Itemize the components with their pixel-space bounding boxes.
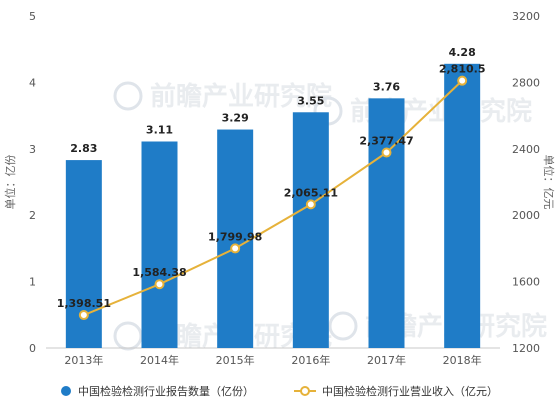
left-axis-title: 单位：亿份 <box>3 155 17 210</box>
bar <box>217 129 254 348</box>
watermark: 前瞻产业研究院 <box>328 311 547 342</box>
bar-series <box>65 63 481 349</box>
line-point <box>154 279 165 290</box>
line-value-label: 2,377.47 <box>359 135 413 148</box>
line-value-label: 2,065.11 <box>284 186 338 199</box>
legend-label: 中国检验检测行业报告数量（亿份） <box>78 384 254 398</box>
watermark-layer: 前瞻产业研究院前瞻产业研究院前瞻产业研究院前瞻产业研究院 <box>113 81 547 352</box>
legend: 中国检验检测行业报告数量（亿份） 中国检验检测行业营业收入（亿元） <box>61 384 498 398</box>
line-point <box>230 243 241 254</box>
left-axis-tick: 5 <box>29 10 36 23</box>
line-point <box>305 199 316 210</box>
data-labels: 2.83 3.11 3.29 3.55 3.76 4.28 1,398.51 1,584.38… <box>57 46 486 310</box>
left-axis-tick: 4 <box>29 76 36 89</box>
axes: 0 1 2 3 4 5 1200 1600 2000 2400 2800 3200 2013年 2014年… <box>3 10 556 367</box>
left-axis-tick: 1 <box>29 276 36 289</box>
watermark: 前瞻产业研究院 <box>113 81 332 112</box>
left-axis-tick: 3 <box>29 143 36 156</box>
bar-value-label: 3.29 <box>222 112 249 125</box>
x-axis-tick: 2016年 <box>291 353 330 367</box>
bar-value-label: 2.83 <box>70 142 97 155</box>
left-axis-tick: 0 <box>29 342 36 355</box>
bar-value-label: 3.76 <box>373 80 400 93</box>
bar <box>444 63 481 349</box>
right-axis-tick: 3200 <box>512 10 540 23</box>
bar <box>292 112 329 348</box>
right-axis-tick: 2800 <box>512 76 540 89</box>
line-point <box>457 75 468 86</box>
x-axis-tick: 2014年 <box>140 353 179 367</box>
line-series <box>78 75 468 321</box>
legend-swatch <box>61 386 71 396</box>
legend-item-line: 中国检验检测行业营业收入（亿元） <box>294 384 498 398</box>
bar-value-label: 3.11 <box>146 123 173 136</box>
left-axis-tick: 2 <box>29 209 36 222</box>
watermark: 前瞻产业研究院 <box>313 96 532 127</box>
bar-value-label: 3.55 <box>297 94 324 107</box>
line-value-label: 2,810.5 <box>439 63 486 76</box>
line-value-label: 1,799.98 <box>208 230 262 243</box>
svg-text:前瞻产业研究院: 前瞻产业研究院 <box>150 81 332 112</box>
legend-label: 中国检验检测行业营业收入（亿元） <box>322 384 498 398</box>
legend-swatch-dot <box>300 386 310 396</box>
x-axis-tick: 2018年 <box>443 353 482 367</box>
line-value-label: 1,584.38 <box>132 266 186 279</box>
right-axis-tick: 1200 <box>512 342 540 355</box>
line-value-label: 1,398.51 <box>57 297 111 310</box>
x-axis-tick: 2013年 <box>64 353 103 367</box>
line-point <box>78 310 89 321</box>
bar-value-label: 4.28 <box>449 46 476 59</box>
bar <box>141 141 178 348</box>
right-axis-tick: 2000 <box>512 209 540 222</box>
right-axis-tick: 1600 <box>512 276 540 289</box>
line-point <box>381 147 392 158</box>
x-axis-tick: 2015年 <box>216 353 255 367</box>
legend-item-bar: 中国检验检测行业报告数量（亿份） <box>61 384 254 398</box>
line-path <box>83 79 463 316</box>
right-axis-title: 单位：亿元 <box>542 155 556 210</box>
right-axis-tick: 2400 <box>512 143 540 156</box>
x-axis-tick: 2017年 <box>367 353 406 367</box>
